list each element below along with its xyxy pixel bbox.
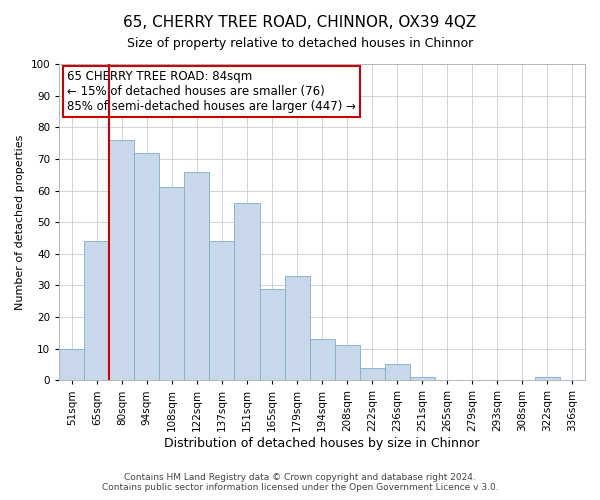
X-axis label: Distribution of detached houses by size in Chinnor: Distribution of detached houses by size …	[164, 437, 480, 450]
Text: Contains HM Land Registry data © Crown copyright and database right 2024.
Contai: Contains HM Land Registry data © Crown c…	[101, 473, 499, 492]
Bar	[310, 339, 335, 380]
Bar	[134, 152, 160, 380]
Bar	[59, 348, 84, 380]
Bar	[184, 172, 209, 380]
Bar	[84, 241, 109, 380]
Text: Size of property relative to detached houses in Chinnor: Size of property relative to detached ho…	[127, 38, 473, 51]
Bar	[235, 203, 260, 380]
Bar	[284, 276, 310, 380]
Bar	[209, 241, 235, 380]
Bar	[109, 140, 134, 380]
Bar	[410, 377, 435, 380]
Bar	[160, 188, 184, 380]
Text: 65, CHERRY TREE ROAD, CHINNOR, OX39 4QZ: 65, CHERRY TREE ROAD, CHINNOR, OX39 4QZ	[124, 15, 476, 30]
Text: 65 CHERRY TREE ROAD: 84sqm
← 15% of detached houses are smaller (76)
85% of semi: 65 CHERRY TREE ROAD: 84sqm ← 15% of deta…	[67, 70, 356, 114]
Bar	[385, 364, 410, 380]
Bar	[535, 377, 560, 380]
Y-axis label: Number of detached properties: Number of detached properties	[15, 134, 25, 310]
Bar	[260, 288, 284, 380]
Bar	[359, 368, 385, 380]
Bar	[335, 346, 359, 380]
